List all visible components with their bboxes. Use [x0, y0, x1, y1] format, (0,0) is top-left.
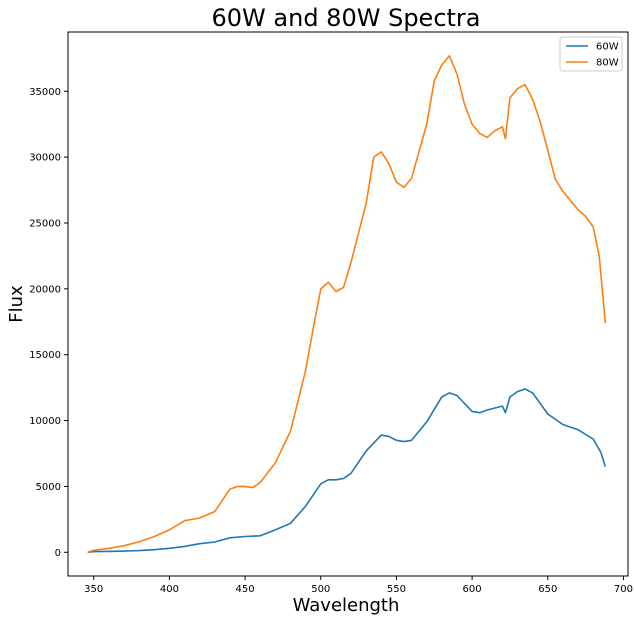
x-tick-label: 650 — [538, 584, 557, 595]
y-tick-label: 0 — [55, 548, 61, 559]
x-tick-label: 450 — [236, 584, 255, 595]
y-tick-label: 25000 — [29, 218, 61, 229]
x-tick-label: 400 — [160, 584, 179, 595]
series-line-80w — [87, 54, 607, 554]
y-tick-label: 20000 — [29, 284, 61, 295]
legend: 60W 80W — [559, 36, 623, 72]
y-tick-label: 30000 — [29, 153, 61, 164]
legend-label-60w: 60W — [596, 42, 619, 53]
legend-label-80w: 80W — [596, 58, 619, 69]
x-axis: 350 400 450 500 550 600 650 700 — [84, 576, 633, 595]
x-axis-title: Wavelength — [293, 595, 400, 616]
x-tick-label: 350 — [84, 584, 103, 595]
y-tick-label: 15000 — [29, 350, 61, 361]
y-axis-title: Flux — [6, 285, 27, 323]
y-tick-label: 10000 — [29, 416, 61, 427]
x-tick-label: 550 — [387, 584, 406, 595]
plot-area — [87, 54, 607, 554]
chart-title: 60W and 80W Spectra — [212, 4, 481, 32]
y-tick-label: 35000 — [29, 87, 61, 98]
series-line-60w — [87, 388, 607, 554]
x-tick-label: 700 — [614, 584, 633, 595]
y-tick-label: 5000 — [36, 482, 61, 493]
x-tick-label: 500 — [311, 584, 330, 595]
x-tick-label: 600 — [463, 584, 482, 595]
y-axis: 0 5000 10000 15000 20000 25000 30000 35000 — [29, 87, 68, 559]
plot-frame — [67, 31, 629, 577]
